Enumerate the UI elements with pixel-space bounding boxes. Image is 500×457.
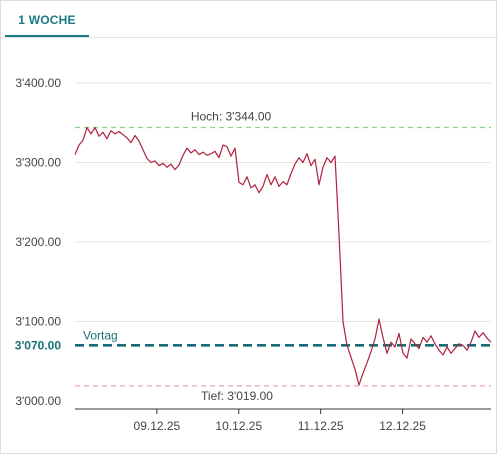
price-series: [74, 126, 492, 386]
y-tick-label-vortag: 3'070.00: [15, 338, 62, 352]
y-tick-label: 3'100.00: [15, 315, 61, 329]
reference-label-high: Hoch: 3'344.00: [191, 110, 272, 124]
x-tick-label: 09.12.25: [134, 419, 181, 433]
reference-label-low: Tief: 3'019.00: [201, 389, 273, 403]
x-tick-label: 12.12.25: [379, 419, 426, 433]
grid-lines: [75, 82, 491, 322]
y-tick-label: 3'400.00: [15, 76, 61, 90]
price-line: [74, 126, 492, 386]
y-tick-label: 3'300.00: [15, 156, 61, 170]
y-tick-label: 3'200.00: [15, 235, 61, 249]
y-tick-label: 3'000.00: [15, 394, 61, 408]
x-tick-label: 11.12.25: [298, 419, 344, 433]
x-axis: 09.12.25 10.12.25 11.12.25 12.12.25: [75, 408, 491, 433]
x-tick-label: 10.12.25: [215, 419, 262, 433]
reference-lines: Hoch: 3'344.00 Vortag Tief: 3'019.00: [75, 110, 491, 403]
reference-label-vortag: Vortag: [83, 328, 118, 342]
tab-1-woche[interactable]: 1 WOCHE: [5, 5, 89, 37]
y-axis-labels: 3'400.00 3'300.00 3'200.00 3'100.00 3'000.00…: [15, 76, 62, 408]
tab-divider: [1, 37, 498, 38]
